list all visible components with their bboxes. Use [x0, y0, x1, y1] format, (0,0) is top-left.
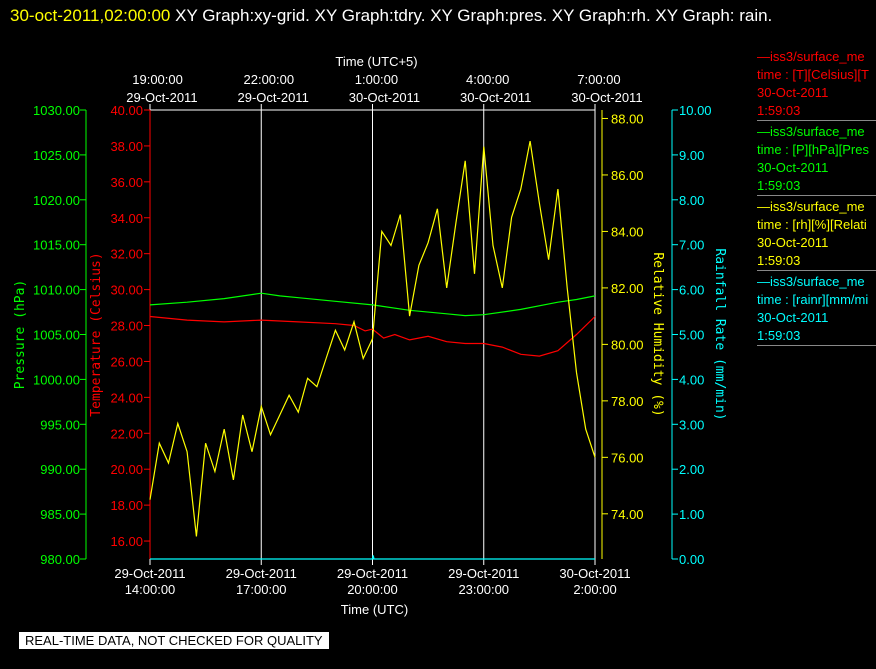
pressure-tick-label: 990.00	[40, 462, 80, 477]
top-axis-title: Time (UTC+5)	[335, 54, 417, 69]
temperature-tick-label: 18.00	[110, 498, 143, 513]
top-tick-label-time: 7:00:00	[577, 72, 620, 87]
temperature-tick-label: 38.00	[110, 139, 143, 154]
top-tick-label-date: 29-Oct-2011	[238, 90, 309, 105]
humidity-axis-title: Relative Humidity (%)	[650, 252, 665, 416]
series-line-temperature	[149, 315, 596, 357]
rainfall-tick-label: 4.00	[679, 372, 704, 387]
legend-entry-rainfall: —iss3/surface_me time : [rainr][mm/mi 30…	[757, 273, 876, 346]
temperature-tick-label: 24.00	[110, 390, 143, 405]
legend-time: 1:59:03	[757, 328, 801, 343]
humidity-tick-label: 86.00	[611, 168, 644, 183]
temperature-tick-label: 20.00	[110, 462, 143, 477]
legend-entry-humidity: —iss3/surface_me time : [rh][%][Relati 3…	[757, 198, 876, 271]
humidity-tick-label: 78.00	[611, 394, 644, 409]
temperature-tick-label: 22.00	[110, 426, 143, 441]
x-tick-label-date: 29-Oct-2011	[337, 566, 408, 581]
pressure-tick-label: 1000.00	[33, 372, 80, 387]
temperature-tick-label: 40.00	[110, 103, 143, 118]
temperature-tick-label: 34.00	[110, 211, 143, 226]
pressure-tick-label: 995.00	[40, 417, 80, 432]
rainfall-tick-label: 2.00	[679, 462, 704, 477]
series-line-pressure	[149, 292, 596, 317]
x-tick-label-date: 30-Oct-2011	[559, 566, 630, 581]
x-tick-label-time: 17:00:00	[236, 582, 287, 597]
pressure-tick-label: 1005.00	[33, 328, 80, 343]
legend-series-name: —iss3/surface_me	[757, 124, 865, 139]
temperature-tick-label: 32.00	[110, 247, 143, 262]
legend-date: 30-Oct-2011	[757, 85, 829, 100]
temperature-tick-label: 26.00	[110, 354, 143, 369]
pressure-tick-label: 1030.00	[33, 103, 80, 118]
legend-time: 1:59:03	[757, 103, 801, 118]
legend-series-var: time : [T][Celsius][T	[757, 67, 869, 82]
temperature-tick-label: 16.00	[110, 534, 143, 549]
top-tick-label-date: 29-Oct-2011	[126, 90, 197, 105]
humidity-tick-label: 74.00	[611, 507, 644, 522]
pressure-tick-label: 1025.00	[33, 148, 80, 163]
rainfall-tick-label: 8.00	[679, 193, 704, 208]
series-line-humidity	[149, 140, 596, 537]
top-tick-label-date: 30-Oct-2011	[460, 90, 531, 105]
rainfall-tick-label: 1.00	[679, 507, 704, 522]
legend-time: 1:59:03	[757, 253, 801, 268]
rainfall-tick-label: 6.00	[679, 283, 704, 298]
legend-date: 30-Oct-2011	[757, 160, 829, 175]
legend-series-name: —iss3/surface_me	[757, 49, 865, 64]
quality-notice: REAL-TIME DATA, NOT CHECKED FOR QUALITY	[19, 632, 329, 649]
rainfall-tick-label: 3.00	[679, 417, 704, 432]
x-tick-label-time: 2:00:00	[573, 582, 616, 597]
pressure-axis-title: Pressure (hPa)	[13, 280, 28, 390]
x-tick-label-date: 29-Oct-2011	[448, 566, 519, 581]
legend: —iss3/surface_me time : [T][Celsius][T 3…	[757, 48, 876, 348]
rainfall-tick-label: 9.00	[679, 148, 704, 163]
top-tick-label-time: 19:00:00	[132, 72, 183, 87]
legend-series-var: time : [rainr][mm/mi	[757, 292, 869, 307]
pressure-tick-label: 1015.00	[33, 238, 80, 253]
window-title: 30-oct-2011,02:00:00 XY Graph:xy-grid. X…	[10, 2, 850, 30]
humidity-tick-label: 76.00	[611, 450, 644, 465]
top-tick-label-time: 22:00:00	[244, 72, 295, 87]
pressure-tick-label: 1020.00	[33, 193, 80, 208]
pressure-tick-label: 980.00	[40, 552, 80, 567]
x-tick-label-date: 29-Oct-2011	[226, 566, 297, 581]
x-tick-label-time: 23:00:00	[458, 582, 509, 597]
rainfall-tick-label: 7.00	[679, 238, 704, 253]
x-tick-label-time: 14:00:00	[125, 582, 176, 597]
legend-series-name: —iss3/surface_me	[757, 274, 865, 289]
legend-date: 30-Oct-2011	[757, 310, 829, 325]
top-tick-label-date: 30-Oct-2011	[571, 90, 642, 105]
legend-time: 1:59:03	[757, 178, 801, 193]
legend-series-var: time : [rh][%][Relati	[757, 217, 867, 232]
temperature-tick-label: 28.00	[110, 319, 143, 334]
legend-entry-pressure: —iss3/surface_me time : [P][hPa][Pres 30…	[757, 123, 876, 196]
rainfall-axis-title: Rainfall Rate (mm/min)	[712, 248, 727, 420]
legend-date: 30-Oct-2011	[757, 235, 829, 250]
pressure-tick-label: 1010.00	[33, 283, 80, 298]
x-axis-title: Time (UTC)	[341, 602, 408, 617]
rainfall-tick-label: 5.00	[679, 328, 704, 343]
temperature-tick-label: 36.00	[110, 175, 143, 190]
humidity-tick-label: 84.00	[611, 224, 644, 239]
legend-series-name: —iss3/surface_me	[757, 199, 865, 214]
pressure-tick-label: 985.00	[40, 507, 80, 522]
temperature-tick-label: 30.00	[110, 283, 143, 298]
top-tick-label-time: 1:00:00	[355, 72, 398, 87]
humidity-tick-label: 82.00	[611, 281, 644, 296]
title-graph-list: XY Graph:xy-grid. XY Graph:tdry. XY Grap…	[175, 6, 773, 25]
humidity-tick-label: 80.00	[611, 337, 644, 352]
x-tick-label-date: 29-Oct-2011	[114, 566, 185, 581]
x-tick-label-time: 20:00:00	[347, 582, 398, 597]
top-tick-label-time: 4:00:00	[466, 72, 509, 87]
rainfall-tick-label: 0.00	[679, 552, 704, 567]
rainfall-tick-label: 10.00	[679, 103, 712, 118]
temperature-axis-title: Temperature (Celsius)	[89, 252, 104, 416]
legend-series-var: time : [P][hPa][Pres	[757, 142, 869, 157]
legend-entry-temperature: —iss3/surface_me time : [T][Celsius][T 3…	[757, 48, 876, 121]
top-tick-label-date: 30-Oct-2011	[349, 90, 420, 105]
humidity-tick-label: 88.00	[611, 111, 644, 126]
series-line-rainfall	[150, 555, 595, 560]
title-timestamp: 30-oct-2011,02:00:00	[10, 6, 171, 25]
